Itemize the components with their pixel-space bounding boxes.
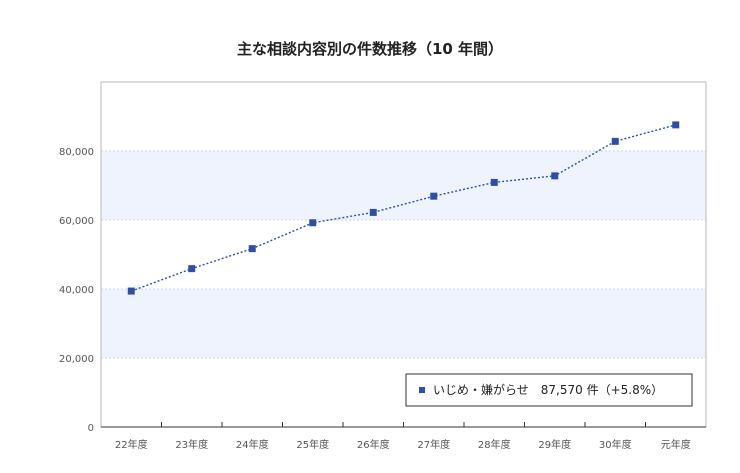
data-point	[551, 172, 559, 180]
y-tick-label: 20,000	[59, 354, 94, 365]
data-point	[490, 178, 498, 186]
background-bands	[101, 151, 706, 358]
y-tick-label: 40,000	[59, 285, 94, 296]
x-tick-label: 23年度	[175, 438, 208, 451]
x-tick-label: 27年度	[417, 438, 450, 451]
data-point	[188, 265, 196, 273]
y-axis-ticks: 0 20,000 40,000 60,000 80,000	[59, 147, 94, 434]
data-point	[430, 192, 438, 200]
x-tick-label: 元年度	[661, 438, 691, 451]
chart-title: 主な相談内容別の件数推移（10 年間）	[236, 40, 504, 58]
data-point	[248, 245, 256, 253]
x-tick-label: 26年度	[357, 438, 390, 451]
data-point	[369, 208, 377, 216]
gridlines	[101, 150, 706, 359]
legend: いじめ・嫌がらせ 87,570 件（+5.8%）	[405, 373, 693, 407]
x-tick-label: 28年度	[478, 438, 511, 451]
y-tick-label: 0	[88, 423, 94, 434]
series-points	[127, 121, 680, 295]
data-point	[127, 287, 135, 295]
legend-marker	[419, 387, 425, 393]
data-point	[672, 121, 680, 129]
data-point	[309, 219, 317, 227]
x-axis-ticks: 22年度 23年度 24年度 25年度 26年度 27年度 28年度 29年度 30年度 元年度	[115, 422, 691, 451]
y-tick-label: 60,000	[59, 216, 94, 227]
x-tick-label: 22年度	[115, 438, 148, 451]
band	[101, 151, 706, 220]
x-tick-label: 25年度	[296, 438, 329, 451]
series-line	[131, 124, 676, 292]
y-tick-label: 80,000	[59, 147, 94, 158]
x-tick-label: 30年度	[599, 438, 632, 451]
legend-label: いじめ・嫌がらせ 87,570 件（+5.8%）	[433, 382, 663, 397]
band	[101, 289, 706, 358]
data-point	[611, 137, 619, 145]
x-tick-label: 24年度	[236, 438, 269, 451]
x-tick-label: 29年度	[538, 438, 571, 451]
legend-box	[405, 373, 693, 407]
